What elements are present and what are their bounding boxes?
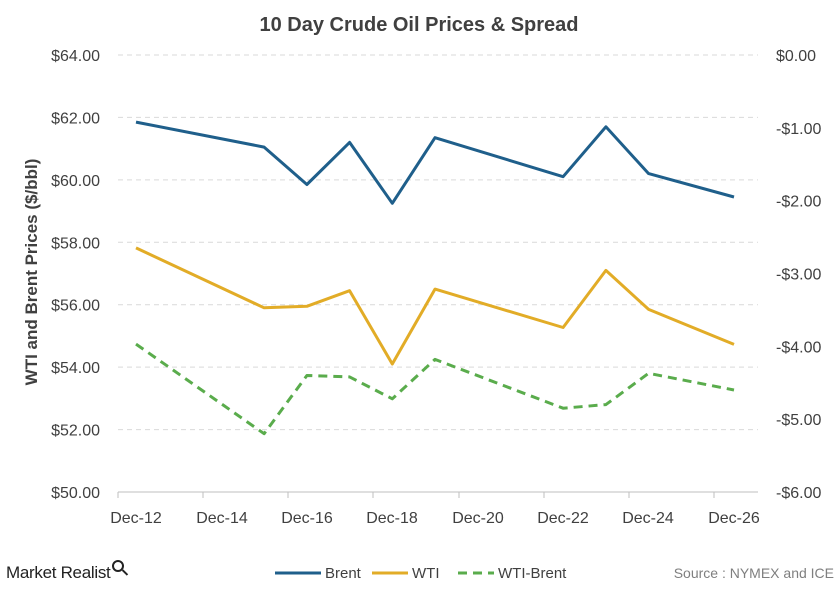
right-tick-label: -$2.00 bbox=[776, 194, 821, 211]
source-note: Source : NYMEX and ICE bbox=[674, 565, 834, 581]
magnifier-icon bbox=[112, 560, 125, 572]
gridlines bbox=[118, 54, 758, 431]
y-axis-label: WTI and Brent Prices ($/bbl) bbox=[22, 159, 41, 386]
x-axis: Dec-12 Dec-14 Dec-16 Dec-18 Dec-20 Dec-22 Dec-… bbox=[110, 491, 760, 527]
series-line-brent bbox=[135, 120, 735, 205]
left-tick-label: $58.00 bbox=[51, 235, 100, 252]
x-tick-label: Dec-16 bbox=[281, 510, 333, 527]
x-tick-label: Dec-22 bbox=[537, 510, 589, 527]
left-tick-label: $64.00 bbox=[51, 48, 100, 65]
right-tick-label: -$6.00 bbox=[776, 485, 821, 502]
left-tick-label: $62.00 bbox=[51, 110, 100, 127]
x-tick-label: Dec-26 bbox=[708, 510, 760, 527]
left-y-axis: $50.00 $52.00 $54.00 $56.00 $58.00 $60.00 $62.… bbox=[51, 48, 100, 502]
legend-label: WTI-Brent bbox=[498, 565, 567, 582]
series-line-wti bbox=[135, 246, 735, 366]
left-tick-label: $54.00 bbox=[51, 360, 100, 377]
legend: Brent WTI WTI-Brent bbox=[275, 565, 567, 582]
x-tick-label: Dec-18 bbox=[366, 510, 418, 527]
right-y-axis: -$6.00 -$5.00 -$4.00 -$3.00 -$2.00 -$1.00 $0.0… bbox=[776, 48, 821, 502]
left-tick-label: $56.00 bbox=[51, 298, 100, 315]
legend-label: WTI bbox=[412, 565, 440, 582]
x-tick-label: Dec-24 bbox=[622, 510, 674, 527]
x-tick-label: Dec-14 bbox=[196, 510, 248, 527]
left-tick-label: $50.00 bbox=[51, 485, 100, 502]
brand-logo: Market Realist bbox=[6, 560, 125, 583]
x-tick-label: Dec-20 bbox=[452, 510, 504, 527]
right-tick-label: -$3.00 bbox=[776, 267, 821, 284]
left-tick-label: $60.00 bbox=[51, 173, 100, 190]
series-line-wti-brent bbox=[135, 342, 735, 436]
chart-title: 10 Day Crude Oil Prices & Spread bbox=[259, 14, 578, 36]
brand-name: Market Realist bbox=[6, 563, 111, 582]
right-tick-label: $0.00 bbox=[776, 48, 816, 65]
legend-label: Brent bbox=[325, 565, 362, 582]
right-tick-label: -$4.00 bbox=[776, 339, 821, 356]
series-lines bbox=[135, 120, 735, 436]
right-tick-label: -$1.00 bbox=[776, 121, 821, 138]
right-tick-label: -$5.00 bbox=[776, 412, 821, 429]
left-tick-label: $52.00 bbox=[51, 423, 100, 440]
x-tick-label: Dec-12 bbox=[110, 510, 162, 527]
